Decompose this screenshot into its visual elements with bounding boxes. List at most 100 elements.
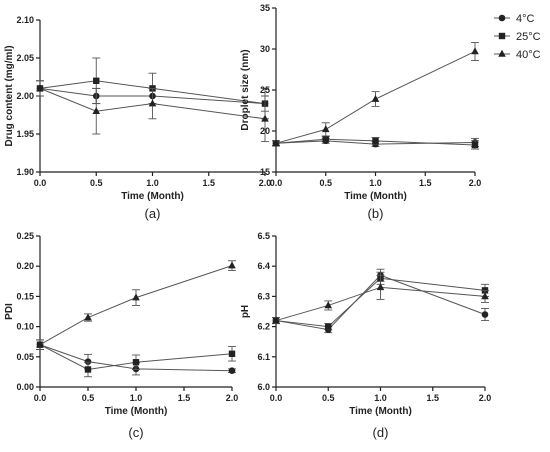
legend-item: 4°C <box>494 13 535 25</box>
y-tick-label: 6.4 <box>257 261 270 271</box>
y-axis-title: PDI <box>4 303 15 320</box>
x-tick-label: 0.0 <box>34 393 47 403</box>
y-axis-title: pH <box>240 305 251 318</box>
y-tick-label: 25 <box>260 85 270 95</box>
panel-label: (c) <box>128 425 143 440</box>
data-point <box>36 340 44 348</box>
data-point <box>372 137 379 145</box>
x-axis-title: Time (Month) <box>344 191 407 202</box>
data-point <box>481 292 489 300</box>
y-tick-label: 6.0 <box>257 382 270 392</box>
data-point <box>371 94 380 102</box>
series <box>36 260 236 351</box>
x-tick-label: 0.0 <box>270 178 283 188</box>
series-line <box>39 87 266 120</box>
chart-panel: 6.0 6.1 6.2 6.3 6.4 6.5 0.0 0.5 1.0 1.5 2.0 Time (M… <box>240 231 491 440</box>
y-tick-label: 6.1 <box>257 352 270 362</box>
series-line <box>275 138 476 146</box>
series <box>272 41 479 147</box>
data-point <box>322 136 329 143</box>
data-point <box>92 107 101 114</box>
y-tick-label: 15 <box>260 167 270 177</box>
y-tick-label: 6.3 <box>257 291 270 301</box>
y-axis-title: Drug content (mg/ml) <box>4 45 15 146</box>
data-point <box>228 367 236 374</box>
data-point <box>376 283 385 291</box>
x-tick-label: 1.5 <box>178 393 191 403</box>
x-axis-title: Time (Month) <box>349 406 412 417</box>
data-point <box>481 311 489 318</box>
y-tick-label: 2.00 <box>16 91 34 101</box>
data-point <box>272 316 280 324</box>
data-point <box>324 301 333 309</box>
panel-label: (d) <box>373 425 389 440</box>
y-tick-label: 1.95 <box>16 129 34 139</box>
y-tick-label: 35 <box>260 3 270 13</box>
x-tick-label: 0.5 <box>90 178 103 188</box>
x-tick-label: 2.0 <box>259 178 272 188</box>
data-point <box>471 141 479 149</box>
legend-label: 4°C <box>516 13 535 25</box>
x-axis-title: Time (Month) <box>121 191 184 202</box>
chart-panels: 1.90 1.95 2.00 2.05 2.10 0.0 0.5 1.0 1.5 2.0 Time … <box>4 3 491 440</box>
data-point <box>272 139 280 147</box>
y-axis-title: Droplet size (nm) <box>240 49 251 130</box>
data-point <box>148 99 157 107</box>
legend-label: 25°C <box>516 31 541 43</box>
legend-marker <box>498 14 506 22</box>
data-point <box>325 323 332 330</box>
x-tick-label: 1.0 <box>146 178 159 188</box>
series <box>272 274 489 325</box>
x-tick-label: 1.5 <box>202 178 215 188</box>
data-point <box>84 366 92 373</box>
x-tick-label: 1.0 <box>130 393 143 403</box>
y-tick-label: 0.25 <box>16 231 34 241</box>
data-point <box>93 77 100 84</box>
x-tick-label: 0.5 <box>82 393 95 403</box>
x-tick-label: 0.5 <box>319 178 332 188</box>
y-tick-label: 0.05 <box>16 352 34 362</box>
panel-label: (b) <box>368 206 384 221</box>
legend-item: 40°C <box>494 49 541 61</box>
data-point <box>471 47 479 55</box>
y-tick-label: 30 <box>260 44 270 54</box>
series-line <box>275 51 476 144</box>
x-tick-label: 0.0 <box>270 393 283 403</box>
y-tick-label: 6.2 <box>257 322 270 332</box>
x-tick-label: 1.0 <box>369 178 382 188</box>
x-tick-label: 0.5 <box>322 393 335 403</box>
y-tick-label: 0.10 <box>16 322 34 332</box>
legend-label: 40°C <box>516 49 541 61</box>
y-tick-label: 0.00 <box>16 382 34 392</box>
legend-item: 25°C <box>494 31 541 43</box>
x-tick-label: 2.0 <box>226 393 239 403</box>
series-line <box>275 286 486 322</box>
x-tick-label: 2.0 <box>469 178 482 188</box>
series-line <box>39 265 233 346</box>
y-tick-label: 0.15 <box>16 291 34 301</box>
data-point <box>84 358 92 365</box>
x-axis-title: Time (Month) <box>105 406 168 417</box>
series-line <box>39 80 266 105</box>
data-point <box>84 313 92 321</box>
data-point <box>261 114 269 122</box>
series <box>36 80 269 143</box>
series-line <box>39 344 233 371</box>
data-point <box>321 125 330 133</box>
x-tick-label: 1.0 <box>374 393 387 403</box>
y-tick-label: 1.90 <box>16 167 34 177</box>
legend-marker <box>498 32 506 40</box>
y-tick-label: 20 <box>260 126 270 136</box>
chart-panel: 15 20 25 30 35 0.0 0.5 1.0 1.5 2.0 Time (Month) Dro… <box>240 3 481 221</box>
data-point <box>228 261 236 269</box>
chart-legend: 4°C 25°C 40°C <box>494 13 541 61</box>
y-tick-label: 0.20 <box>16 261 34 271</box>
y-tick-label: 2.10 <box>16 15 34 25</box>
x-tick-label: 2.0 <box>479 393 492 403</box>
series-line <box>275 277 486 328</box>
data-point <box>132 293 140 301</box>
data-point <box>132 359 140 366</box>
chart-panel: 0.00 0.05 0.10 0.15 0.20 0.25 0.0 0.5 1.0 1.5 2.0 T… <box>4 231 238 440</box>
series-line <box>39 344 233 372</box>
y-tick-label: 2.05 <box>16 53 34 63</box>
